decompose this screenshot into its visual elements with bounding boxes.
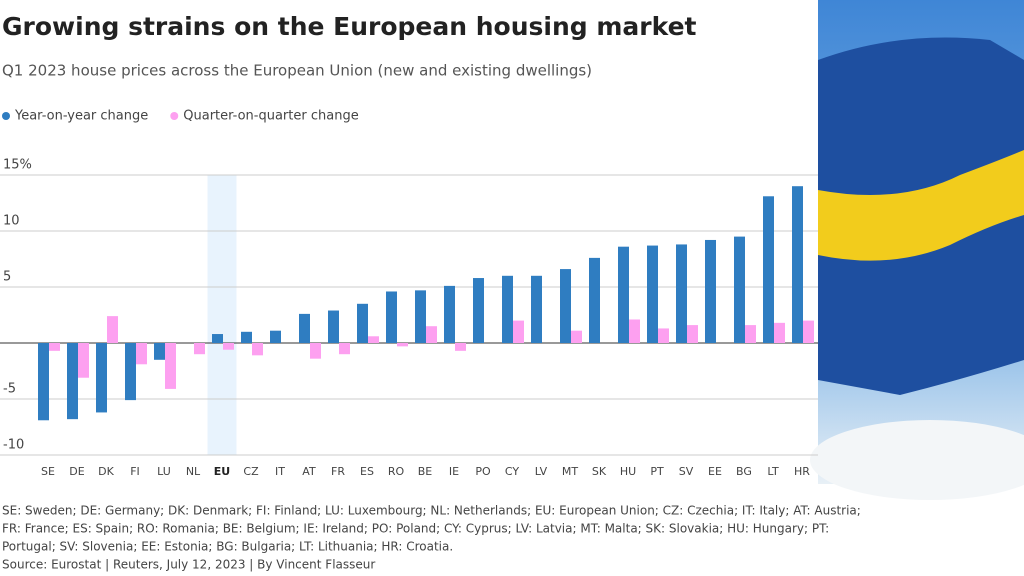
- x-tick-label: MT: [562, 465, 578, 478]
- footnote: Portugal; SV: Slovenia; EE: Estonia; BG:…: [2, 540, 453, 554]
- x-tick-label: RO: [388, 465, 405, 478]
- x-tick-label: SV: [679, 465, 694, 478]
- footnote: FR: France; ES: Spain; RO: Romania; BE: …: [2, 522, 829, 536]
- x-tick-label: PO: [475, 465, 491, 478]
- legend-marker: [170, 112, 179, 120]
- bar: [629, 319, 640, 343]
- source: Source: Eurostat | Reuters, July 12, 202…: [2, 558, 375, 572]
- bar: [745, 325, 756, 343]
- x-tick-label: IE: [449, 465, 459, 478]
- x-tick-label: PT: [650, 465, 664, 478]
- chart-subtitle: Q1 2023 house prices across the European…: [2, 62, 592, 80]
- x-tick-label: LT: [767, 465, 779, 478]
- legend-label: Quarter-on-quarter change: [183, 109, 358, 124]
- bar: [223, 343, 234, 350]
- bar: [154, 343, 165, 360]
- bar: [560, 269, 571, 343]
- bar: [687, 325, 698, 343]
- y-tick-label: -10: [3, 438, 24, 453]
- bar: [473, 278, 484, 343]
- bar: [328, 310, 339, 343]
- bar: [792, 186, 803, 343]
- bar: [299, 313, 310, 343]
- x-tick-label: LV: [535, 465, 548, 478]
- bar: [368, 336, 379, 343]
- y-tick-label: 5: [3, 270, 11, 285]
- bar: [194, 343, 205, 355]
- bar: [339, 343, 350, 355]
- footnote: SE: Sweden; DE: Germany; DK: Denmark; FI…: [2, 504, 861, 518]
- x-tick-label: HR: [794, 465, 810, 478]
- x-tick-label: DE: [69, 465, 84, 478]
- bar: [589, 257, 600, 343]
- bar: [502, 275, 513, 343]
- bar: [658, 328, 669, 343]
- bar: [763, 196, 774, 343]
- bar: [734, 236, 745, 343]
- bar: [386, 291, 397, 343]
- bar: [618, 246, 629, 343]
- chart-title: Growing strains on the European housing …: [2, 12, 697, 41]
- bar: [676, 244, 687, 343]
- highlight-band: [207, 175, 237, 455]
- bar: [774, 322, 785, 343]
- bar: [357, 303, 368, 343]
- bar: [125, 343, 136, 401]
- x-tick-label: FI: [130, 465, 140, 478]
- bar: [803, 320, 814, 343]
- x-tick-label: LU: [157, 465, 171, 478]
- bar: [252, 343, 263, 356]
- x-tick-label: SK: [592, 465, 607, 478]
- bar: [647, 245, 658, 343]
- x-tick-label: DK: [98, 465, 114, 478]
- bar: [310, 343, 321, 359]
- x-tick-label: BE: [418, 465, 433, 478]
- x-tick-label: BG: [736, 465, 752, 478]
- bar: [212, 334, 223, 343]
- x-tick-label: CY: [505, 465, 519, 478]
- bar: [49, 343, 60, 351]
- bar: [415, 290, 426, 343]
- legend-label: Year-on-year change: [14, 109, 148, 124]
- bar: [165, 343, 176, 389]
- bar: [136, 343, 147, 365]
- x-tick-label: IT: [275, 465, 285, 478]
- bar: [78, 343, 89, 378]
- x-tick-label: NL: [186, 465, 201, 478]
- bar: [444, 285, 455, 343]
- x-tick-label: HU: [620, 465, 636, 478]
- x-tick-label: ES: [360, 465, 374, 478]
- bar: [531, 275, 542, 343]
- bar: [705, 239, 716, 343]
- y-tick-label: 15%: [3, 158, 32, 173]
- bar: [397, 343, 408, 347]
- y-tick-label: -5: [3, 382, 16, 397]
- x-tick-label: SE: [41, 465, 55, 478]
- bar: [38, 343, 49, 421]
- bar: [571, 330, 582, 343]
- bar: [455, 343, 466, 351]
- x-tick-label: EE: [708, 465, 722, 478]
- bar: [96, 343, 107, 413]
- y-tick-label: 10: [3, 214, 20, 229]
- x-tick-label: CZ: [243, 465, 259, 478]
- bar: [513, 320, 524, 343]
- bar: [426, 326, 437, 343]
- x-tick-label: AT: [302, 465, 316, 478]
- bar: [270, 330, 281, 343]
- bar: [241, 331, 252, 343]
- bar: [67, 343, 78, 420]
- bar: [107, 316, 118, 343]
- x-tick-label: FR: [331, 465, 345, 478]
- legend-marker: [2, 112, 10, 120]
- flag-photo: [810, 0, 1024, 500]
- x-tick-label: EU: [214, 465, 230, 478]
